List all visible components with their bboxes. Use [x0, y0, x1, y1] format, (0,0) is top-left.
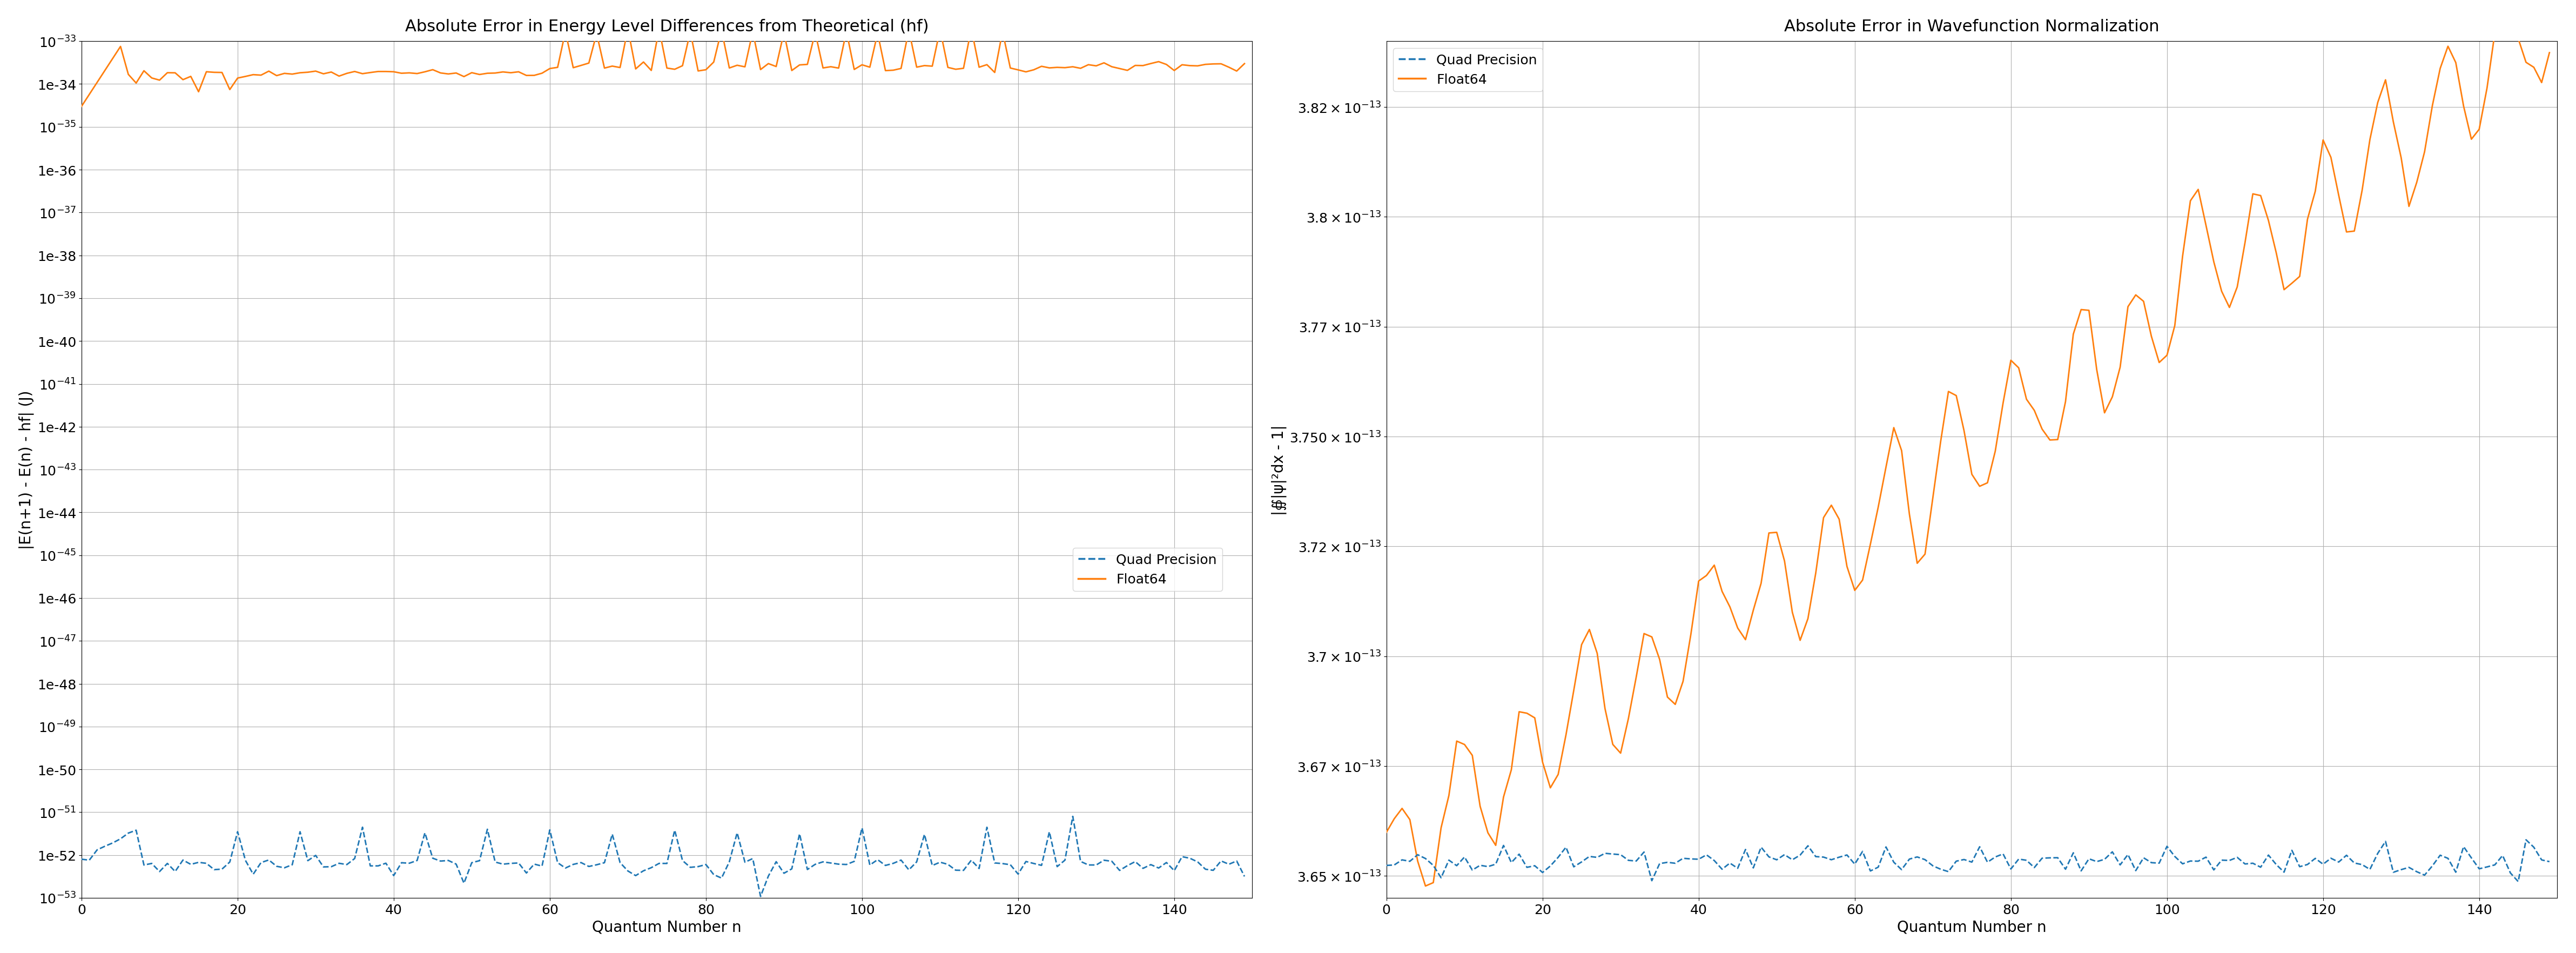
Title: Absolute Error in Wavefunction Normalization: Absolute Error in Wavefunction Normaliza… [1785, 19, 2159, 34]
Title: Absolute Error in Energy Level Differences from Theoretical (hf): Absolute Error in Energy Level Differenc… [404, 19, 930, 34]
Quad Precision [2512, 834, 2543, 845]
Float64 [526, 68, 556, 79]
Float64 [1370, 826, 1401, 838]
Quad Precision [2027, 853, 2058, 864]
Quad Precision [1832, 849, 1862, 861]
Quad Precision [1033, 826, 1064, 838]
Float64 [675, 27, 706, 38]
Line: Quad Precision: Quad Precision [82, 817, 1244, 897]
Quad Precision [2174, 856, 2205, 867]
Y-axis label: |E(n+1) - E(n) - hf| (J): |E(n+1) - E(n) - hf| (J) [18, 391, 33, 549]
Float64 [67, 101, 98, 112]
Float64 [1762, 527, 1793, 538]
Float64 [2035, 435, 2066, 446]
Legend: Quad Precision, Float64: Quad Precision, Float64 [1072, 548, 1221, 592]
Quad Precision [744, 891, 775, 902]
Y-axis label: |∯|ψ|²dx - 1|: |∯|ψ|²dx - 1| [1270, 424, 1285, 515]
Quad Precision [1981, 851, 2012, 862]
Quad Precision [1229, 871, 1260, 882]
Quad Precision [526, 861, 556, 872]
Float64 [721, 60, 752, 71]
X-axis label: Quantum Number n: Quantum Number n [1896, 919, 2045, 934]
Float64 [2182, 184, 2213, 195]
Quad Precision [1056, 811, 1087, 822]
Float64 [2488, 15, 2519, 27]
Float64 [1033, 63, 1064, 74]
Float64 [1229, 58, 1260, 70]
Float64 [2535, 48, 2566, 59]
Quad Precision [1370, 860, 1401, 871]
Float64 [1409, 881, 1440, 892]
Quad Precision [2504, 876, 2535, 887]
Legend: Quad Precision, Float64: Quad Precision, Float64 [1394, 49, 1543, 91]
Float64 [871, 66, 902, 77]
Quad Precision [67, 854, 98, 865]
Quad Precision [2331, 849, 2362, 861]
Float64 [448, 71, 479, 83]
Line: Float64: Float64 [82, 30, 1244, 107]
Quad Precision [878, 858, 909, 869]
Line: Quad Precision: Quad Precision [1386, 840, 2550, 882]
Quad Precision [721, 827, 752, 839]
Quad Precision [448, 878, 479, 889]
X-axis label: Quantum Number n: Quantum Number n [592, 919, 742, 934]
Quad Precision [2535, 856, 2566, 867]
Float64 [1989, 397, 2020, 409]
Float64 [2339, 226, 2370, 237]
Quad Precision [675, 862, 706, 873]
Float64 [1839, 585, 1870, 597]
Line: Float64: Float64 [1386, 21, 2550, 886]
Float64 [956, 24, 987, 35]
Quad Precision [1754, 851, 1785, 862]
